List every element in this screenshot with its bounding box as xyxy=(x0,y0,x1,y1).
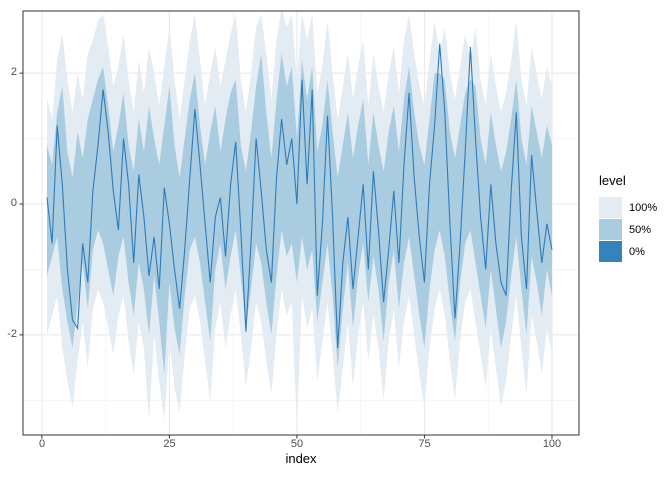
legend: level 100% 50% 0% xyxy=(599,173,657,263)
data-layer xyxy=(46,11,553,427)
legend-swatch-100 xyxy=(599,197,622,218)
legend-label: 50% xyxy=(629,223,652,236)
x-tick-label: 75 xyxy=(418,438,431,450)
legend-item: 0% xyxy=(599,241,657,262)
legend-swatch-0 xyxy=(599,241,622,262)
median-line xyxy=(46,43,553,349)
y-tick-label: -2 xyxy=(7,328,17,340)
x-tick-label: 0 xyxy=(38,438,46,450)
legend-label: 100% xyxy=(629,201,658,214)
x-tick-label: 25 xyxy=(163,438,176,450)
x-axis-title: index xyxy=(285,451,317,466)
legend-title: level xyxy=(599,173,626,188)
ribbon-50pct xyxy=(47,53,552,375)
legend-item: 100% xyxy=(599,197,657,218)
legend-item: 50% xyxy=(599,219,657,240)
y-tick-label: 2 xyxy=(10,66,17,78)
x-tick-label: 100 xyxy=(542,438,562,450)
legend-swatch-50 xyxy=(599,219,622,240)
legend-label: 0% xyxy=(629,245,645,258)
panel-border xyxy=(22,10,580,436)
y-tick-label: 0 xyxy=(10,197,17,209)
x-tick-label: 50 xyxy=(290,438,304,450)
